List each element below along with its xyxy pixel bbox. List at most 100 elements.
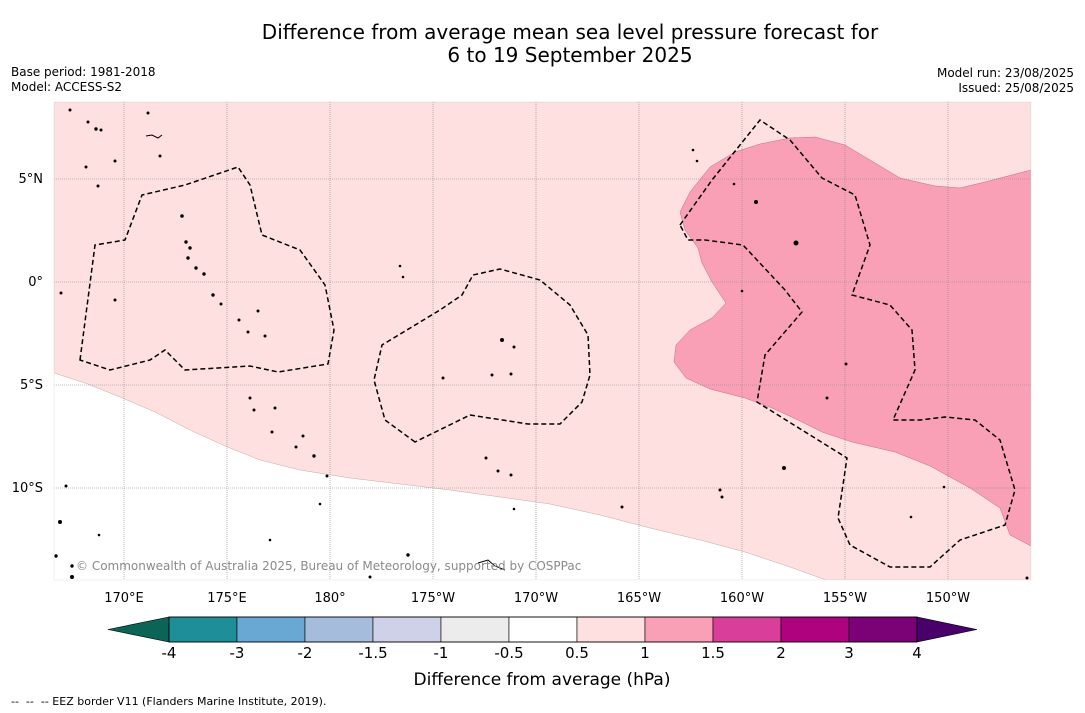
island — [318, 502, 322, 506]
title-line-1: Difference from average mean sea level p… — [261, 20, 879, 44]
island — [99, 128, 103, 132]
lon-label-155w: 155°W — [823, 591, 867, 606]
island — [86, 120, 90, 124]
eez-footnote: -- -- -- EEZ border V11 (Flanders Marine… — [11, 695, 327, 708]
island — [301, 434, 305, 438]
island — [94, 127, 98, 131]
island — [248, 396, 252, 400]
colorbar-cell — [372, 616, 442, 643]
island — [720, 495, 724, 499]
colorbar-label: -3 — [230, 644, 245, 662]
eez-border-east — [679, 118, 1016, 568]
island — [256, 309, 260, 313]
map-frame — [53, 101, 1032, 581]
model-run: Model run: 23/08/2025 — [936, 66, 1074, 80]
colorbar-label: -2 — [298, 644, 313, 662]
island — [188, 246, 192, 250]
island — [211, 293, 215, 297]
eez-border-west — [79, 166, 335, 373]
lat-label-5n: 5°N — [19, 172, 44, 187]
colorbar-label: -1 — [434, 644, 449, 662]
island — [754, 200, 758, 204]
colorbar-title: Difference from average (hPa) — [414, 670, 671, 690]
eez-border-central — [373, 268, 591, 443]
island — [441, 376, 445, 380]
meta-right: Model run: 23/08/2025 Issued: 25/08/2025 — [937, 66, 1074, 96]
island — [96, 184, 100, 188]
colorbar-cell — [304, 616, 374, 643]
island — [270, 430, 274, 434]
colorbar-label: 2 — [776, 644, 786, 662]
island — [477, 559, 506, 571]
colorbar-cell — [848, 616, 918, 643]
colorbar-cell — [508, 616, 578, 643]
meta-left: Base period: 1981-2018 Model: ACCESS-S2 — [11, 65, 156, 95]
map-area — [54, 102, 1031, 580]
island — [398, 264, 402, 268]
colorbar-extend-max — [916, 616, 978, 643]
island — [59, 291, 63, 295]
colorbar-label: -0.5 — [494, 644, 523, 662]
map-title: Difference from average mean sea level p… — [0, 21, 1085, 67]
island — [909, 515, 913, 519]
colorbar-label: 1 — [640, 644, 650, 662]
island — [158, 154, 162, 158]
island — [146, 111, 150, 115]
island — [512, 507, 516, 511]
copyright-notice: © Commonwealth of Australia 2025, Bureau… — [76, 559, 581, 573]
colorbar-label: -1.5 — [358, 644, 387, 662]
island — [312, 454, 316, 458]
island — [942, 485, 946, 489]
island — [194, 266, 198, 270]
lon-label-170e: 170°E — [104, 591, 144, 606]
lon-label-170w: 170°W — [514, 591, 558, 606]
island — [620, 505, 624, 509]
island — [325, 474, 329, 478]
base-period: Base period: 1981-2018 — [11, 65, 156, 79]
island — [180, 214, 184, 218]
lat-label-5s: 5°S — [20, 378, 43, 393]
eez-borders — [79, 118, 1016, 568]
island — [219, 302, 223, 306]
lon-label-165w: 165°W — [617, 591, 661, 606]
island — [252, 408, 256, 412]
island — [202, 272, 206, 276]
island — [401, 275, 405, 279]
colorbar-cell — [644, 616, 714, 643]
colorbar-outline — [168, 616, 918, 643]
island — [237, 318, 241, 322]
issued-date: Issued: 25/08/2025 — [958, 81, 1074, 95]
island — [490, 373, 494, 377]
island — [1025, 576, 1029, 580]
island — [113, 298, 117, 302]
colorbar-cells — [168, 616, 918, 643]
colorbar-label: 0.5 — [565, 644, 589, 662]
lon-label-180: 180° — [314, 591, 345, 606]
colorbar-cell — [712, 616, 782, 643]
island — [500, 338, 504, 342]
island — [263, 334, 267, 338]
colorbar-cell — [168, 616, 238, 643]
colorbar-cell — [780, 616, 850, 643]
island — [782, 466, 786, 470]
island — [145, 134, 163, 139]
island — [695, 159, 699, 163]
colorbar-labels: -4 -3 -2 -1.5 -1 -0.5 0.5 1 1.5 2 3 4 — [162, 644, 922, 662]
island — [825, 396, 829, 400]
island — [844, 362, 848, 366]
island — [70, 575, 74, 579]
colorbar-label: 4 — [912, 644, 922, 662]
longitude-gridlines — [123, 102, 949, 580]
island — [732, 182, 736, 186]
island — [273, 406, 277, 410]
island — [184, 240, 188, 244]
island — [268, 538, 272, 542]
island — [512, 345, 516, 349]
island — [509, 473, 513, 477]
island — [54, 554, 58, 558]
island — [406, 553, 410, 557]
island — [84, 165, 88, 169]
colorbar-cell — [440, 616, 510, 643]
island — [113, 159, 117, 163]
